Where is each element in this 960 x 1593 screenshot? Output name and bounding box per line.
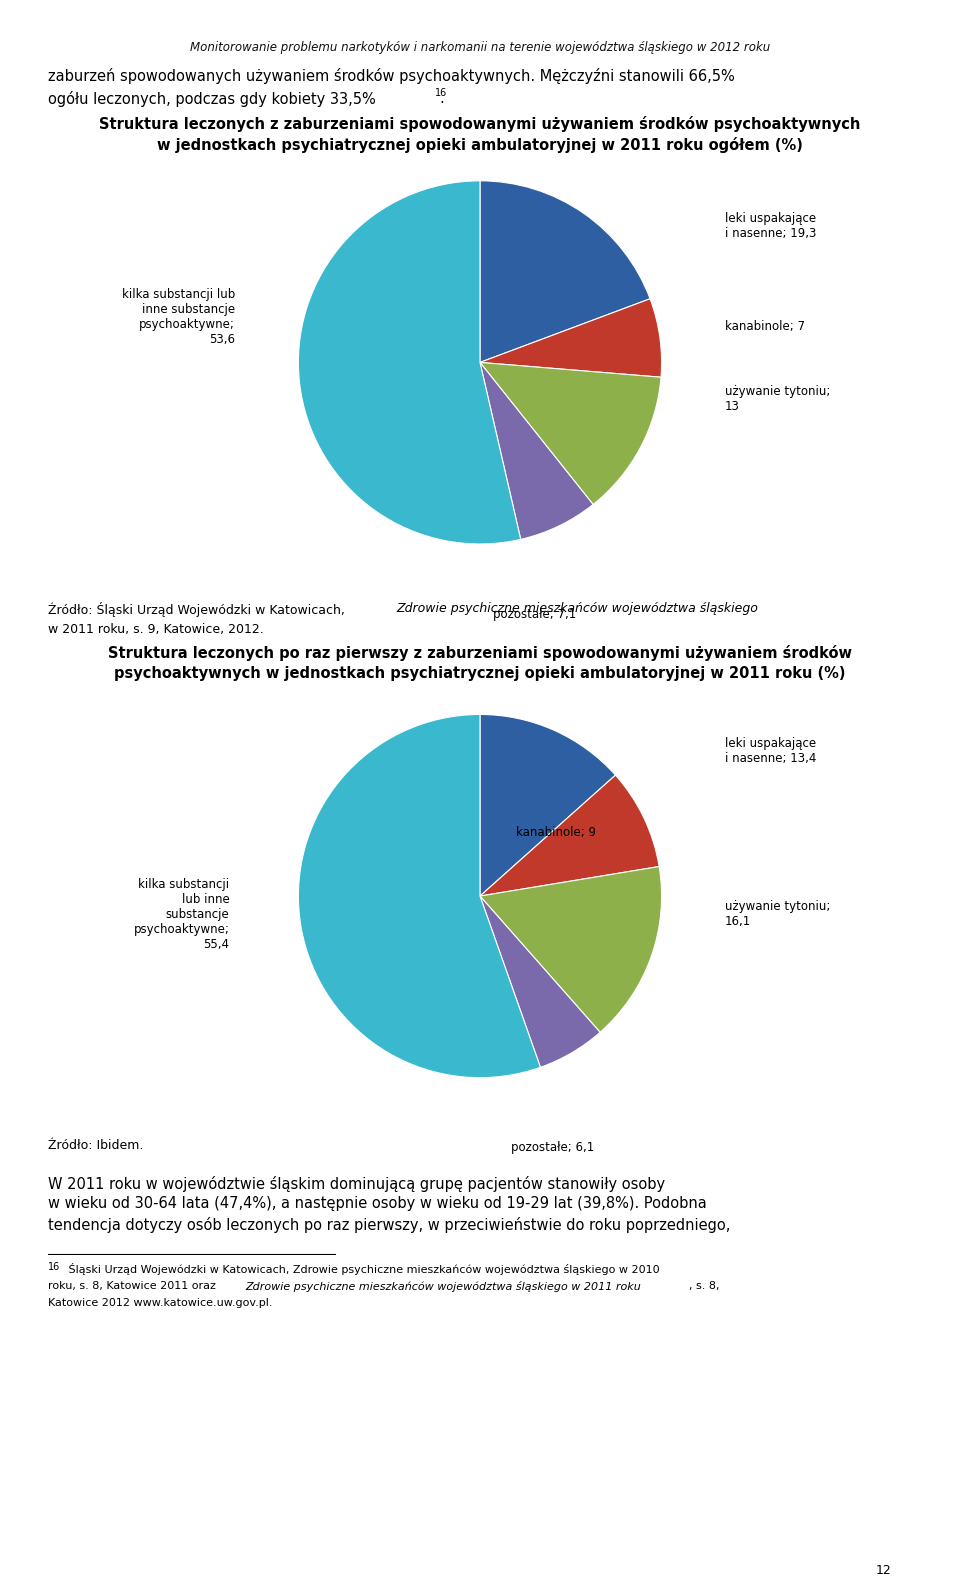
Text: kilka substancji
lub inne
substancje
psychoaktywne;
55,4: kilka substancji lub inne substancje psy… <box>133 878 229 951</box>
Wedge shape <box>299 714 540 1077</box>
Text: kanabinole; 7: kanabinole; 7 <box>725 320 805 333</box>
Wedge shape <box>480 299 661 378</box>
Text: Monitorowanie problemu narkotyków i narkomanii na terenie województwa śląskiego : Monitorowanie problemu narkotyków i nark… <box>190 41 770 54</box>
Text: 16: 16 <box>48 1262 60 1271</box>
Text: , s. 8,: , s. 8, <box>689 1281 720 1290</box>
Wedge shape <box>480 776 660 895</box>
Text: tendencja dotyczy osób leczonych po raz pierwszy, w przeciwieństwie do roku popr: tendencja dotyczy osób leczonych po raz … <box>48 1217 731 1233</box>
Text: w wieku od 30-64 lata (47,4%), a następnie osoby w wieku od 19-29 lat (39,8%). P: w wieku od 30-64 lata (47,4%), a następn… <box>48 1196 707 1211</box>
Text: Zdrowie psychiczne mieszkańców województwa śląskiego: Zdrowie psychiczne mieszkańców województ… <box>396 602 758 615</box>
Wedge shape <box>480 362 661 505</box>
Text: Śląski Urząd Wojewódzki w Katowicach, Zdrowie psychiczne mieszkańców województwa: Śląski Urząd Wojewódzki w Katowicach, Zd… <box>65 1263 660 1276</box>
Text: kilka substancji lub
inne substancje
psychoaktywne;
53,6: kilka substancji lub inne substancje psy… <box>122 288 235 346</box>
Text: leki uspakające
i nasenne; 19,3: leki uspakające i nasenne; 19,3 <box>725 212 817 241</box>
Text: Struktura leczonych po raz pierwszy z zaburzeniami spowodowanymi używaniem środk: Struktura leczonych po raz pierwszy z za… <box>108 645 852 661</box>
Text: ogółu leczonych, podczas gdy kobiety 33,5%: ogółu leczonych, podczas gdy kobiety 33,… <box>48 91 375 107</box>
Text: .: . <box>440 91 444 105</box>
Text: w jednostkach psychiatrycznej opieki ambulatoryjnej w 2011 roku ogółem (%): w jednostkach psychiatrycznej opieki amb… <box>157 137 803 153</box>
Text: Struktura leczonych z zaburzeniami spowodowanymi używaniem środków psychoaktywny: Struktura leczonych z zaburzeniami spowo… <box>99 116 861 132</box>
Text: leki uspakające
i nasenne; 13,4: leki uspakające i nasenne; 13,4 <box>725 738 817 765</box>
Text: 12: 12 <box>876 1564 891 1577</box>
Text: roku, s. 8, Katowice 2011 oraz: roku, s. 8, Katowice 2011 oraz <box>48 1281 220 1290</box>
Text: Zdrowie psychiczne mieszkańców województwa śląskiego w 2011 roku: Zdrowie psychiczne mieszkańców województ… <box>245 1281 640 1292</box>
Text: Źródło: Ibidem.: Źródło: Ibidem. <box>48 1139 143 1152</box>
Text: 16: 16 <box>435 88 447 97</box>
Wedge shape <box>480 180 650 362</box>
Wedge shape <box>480 867 661 1032</box>
Text: Katowice 2012 www.katowice.uw.gov.pl.: Katowice 2012 www.katowice.uw.gov.pl. <box>48 1298 273 1308</box>
Text: W 2011 roku w województwie śląskim dominującą grupę pacjentów stanowiły osoby: W 2011 roku w województwie śląskim domin… <box>48 1176 665 1192</box>
Text: zaburzeń spowodowanych używaniem środków psychoaktywnych. Mężczyźni stanowili 66: zaburzeń spowodowanych używaniem środków… <box>48 68 734 84</box>
Text: kanabinole; 9: kanabinole; 9 <box>516 827 596 840</box>
Text: używanie tytoniu;
16,1: używanie tytoniu; 16,1 <box>725 900 830 929</box>
Wedge shape <box>480 362 593 540</box>
Wedge shape <box>299 180 520 543</box>
Text: pozostałe; 6,1: pozostałe; 6,1 <box>511 1141 594 1155</box>
Text: Źródło: Śląski Urząd Wojewódzki w Katowicach,: Źródło: Śląski Urząd Wojewódzki w Katowi… <box>48 602 348 616</box>
Text: psychoaktywnych w jednostkach psychiatrycznej opieki ambulatoryjnej w 2011 roku : psychoaktywnych w jednostkach psychiatry… <box>114 666 846 680</box>
Text: pozostałe; 7,1: pozostałe; 7,1 <box>492 607 576 621</box>
Wedge shape <box>480 895 600 1067</box>
Text: używanie tytoniu;
13: używanie tytoniu; 13 <box>725 386 830 413</box>
Text: w 2011 roku, s. 9, Katowice, 2012.: w 2011 roku, s. 9, Katowice, 2012. <box>48 623 264 636</box>
Wedge shape <box>480 714 615 895</box>
